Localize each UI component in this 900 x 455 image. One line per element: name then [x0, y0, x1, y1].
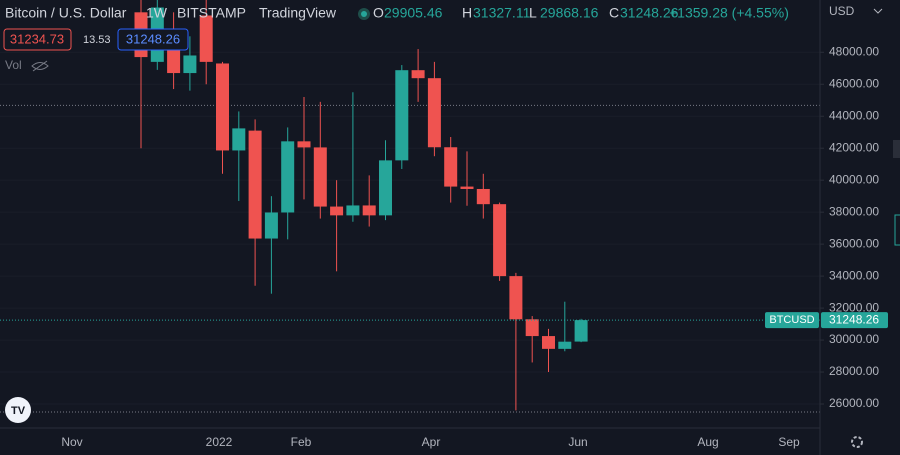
candle-body [395, 70, 409, 161]
candle-body [362, 205, 376, 216]
y-tick-label: 48000.00 [829, 44, 879, 58]
candle-body [411, 70, 425, 79]
tv-logo: TV [5, 397, 31, 423]
candle-body [232, 128, 246, 151]
currency-caret [873, 8, 883, 14]
side-icon[interactable] [894, 214, 900, 246]
change: +1359.28 (+4.55%) [669, 5, 789, 21]
legend: Bitcoin / U.S. Dollar 1W BITSTAMP Tradin… [3, 5, 789, 72]
candle-body [525, 319, 539, 337]
ohlc-key: O [373, 5, 384, 21]
interval: 1W [146, 5, 168, 21]
spread: 13.53 [83, 34, 111, 46]
candle-body [313, 147, 327, 207]
candle-body [183, 55, 197, 74]
candle-body [346, 205, 360, 216]
source: TradingView [259, 5, 337, 21]
x-tick-label: Nov [61, 435, 82, 449]
candle-body [264, 212, 278, 239]
ohlc-key: C [609, 5, 619, 21]
x-tick-label: Jun [568, 435, 587, 449]
candle-body [558, 341, 572, 349]
y-tick-label: 32000.00 [829, 300, 879, 314]
symbol-tag [765, 312, 819, 329]
x-tick-label: Apr [422, 435, 441, 449]
ohlc-value: 31327.11 [473, 5, 531, 21]
ohlc-value: 31248.26 [620, 5, 679, 21]
candle-body [476, 188, 490, 205]
ask: 31248.26 [126, 31, 180, 46]
candle-body [281, 141, 295, 213]
ohlc-value: 29868.16 [540, 5, 599, 21]
candle-body [199, 15, 213, 62]
y-tick-label: 30000.00 [829, 332, 879, 346]
y-tick-label: 26000.00 [829, 396, 879, 410]
side-icon[interactable] [893, 140, 900, 158]
ask-box[interactable] [117, 28, 189, 51]
price-tag [821, 312, 888, 329]
y-tick-label: 42000.00 [829, 140, 879, 154]
x-tick-label: Feb [291, 435, 312, 449]
x-tick-label: 2022 [206, 435, 233, 449]
bid-box[interactable] [3, 28, 72, 51]
candle-body [167, 45, 181, 74]
y-tick-label: 44000.00 [829, 108, 879, 122]
y-tick-label: 34000.00 [829, 268, 879, 282]
y-tick-label: 40000.00 [829, 172, 879, 186]
y-tick-label: 46000.00 [829, 76, 879, 90]
bid: 31234.73 [10, 31, 64, 46]
candle-body [444, 147, 458, 187]
ohlc-key: L [529, 5, 537, 21]
candle-body [509, 276, 523, 320]
candle-body [330, 206, 344, 216]
candle-body [427, 78, 441, 148]
settings-icon[interactable] [851, 436, 863, 448]
exchange: BITSTAMP [177, 5, 246, 21]
currency[interactable]: USD [829, 4, 855, 18]
ohlc-key: H [462, 5, 472, 21]
candle-body [297, 141, 311, 148]
y-tick-label: 28000.00 [829, 364, 879, 378]
y-tick-label: 38000.00 [829, 204, 879, 218]
candle-body [493, 204, 507, 277]
candle-body [216, 63, 229, 151]
price-label: 31248.26 [829, 312, 879, 326]
y-tick-label: 36000.00 [829, 236, 879, 250]
symbol-label: BTCUSD [769, 314, 814, 326]
candle-body [574, 320, 588, 342]
svg-text:TV: TV [11, 405, 26, 417]
status-dot [361, 11, 367, 17]
x-tick-label: Aug [697, 435, 718, 449]
candle-body [248, 130, 262, 239]
symbol: Bitcoin / U.S. Dollar [5, 5, 127, 21]
candle-body [379, 160, 392, 216]
candle-body [460, 186, 474, 189]
hide-icon[interactable] [31, 60, 49, 72]
x-tick-label: Sep [778, 435, 800, 449]
volume-label: Vol [5, 58, 22, 72]
candle-body [542, 336, 555, 349]
ohlc-value: 29905.46 [384, 5, 443, 21]
plot-area [0, 0, 820, 413]
